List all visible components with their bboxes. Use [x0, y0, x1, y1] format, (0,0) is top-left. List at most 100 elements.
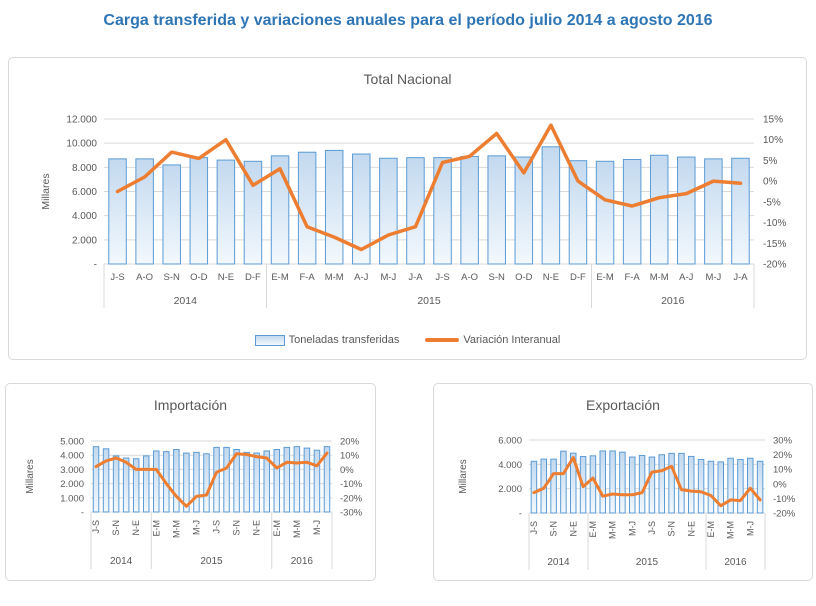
bar	[658, 454, 665, 514]
gridlines	[529, 439, 765, 514]
svg-text:20%: 20%	[340, 437, 360, 448]
svg-text:M-M: M-M	[292, 520, 302, 538]
svg-text:2016: 2016	[291, 556, 314, 567]
bar	[619, 451, 626, 514]
svg-text:M-M: M-M	[325, 272, 344, 283]
svg-text:D-F: D-F	[245, 272, 261, 283]
toneladas-bars	[92, 446, 331, 513]
svg-text:-10%: -10%	[763, 218, 786, 229]
bar	[622, 158, 642, 265]
bar	[609, 450, 616, 514]
bar	[153, 450, 160, 513]
svg-text:E-M: E-M	[596, 272, 614, 283]
svg-text:E-M: E-M	[271, 272, 289, 283]
page-title: Carga transferida y variaciones anuales …	[103, 12, 713, 29]
exportacion-panel: Exportación 6.000 4.000 2.000 - 30% 20% 10% 0% -…	[433, 383, 813, 581]
svg-text:2.000: 2.000	[60, 479, 84, 490]
svg-text:J-A: J-A	[408, 272, 423, 283]
primary-axis-ticks: 5.000 4.000 3.000 2.000 1.000 -	[60, 437, 84, 519]
year-group-labels: 2014 2015 2016	[528, 513, 766, 570]
svg-text:N-E: N-E	[686, 521, 696, 537]
chart-legend: Toneladas transferidas Variación Interan…	[9, 334, 806, 346]
bar	[704, 158, 723, 265]
total-nacional-chart: 12.00010.0008.0006.0004.0002.000-15%10%5…	[40, 115, 786, 308]
svg-text:S-N: S-N	[232, 520, 242, 536]
bar	[406, 157, 425, 265]
bar	[568, 160, 588, 265]
svg-text:J-S: J-S	[529, 521, 539, 535]
svg-text:2015: 2015	[636, 557, 659, 568]
bar	[648, 456, 656, 514]
svg-text:-20%: -20%	[763, 260, 786, 271]
svg-text:M-J: M-J	[705, 272, 721, 283]
svg-text:2014: 2014	[547, 557, 570, 568]
bar	[550, 458, 557, 514]
svg-text:E-M: E-M	[272, 520, 282, 537]
legend-item-toneladas: Toneladas transferidas	[254, 334, 400, 346]
svg-text:J-A: J-A	[733, 272, 748, 283]
bar	[433, 157, 452, 265]
secondary-axis-ticks: 30% 20% 10% 0% -10% -20%	[773, 436, 796, 520]
svg-text:N-E: N-E	[252, 520, 262, 536]
bar	[243, 160, 263, 265]
bar	[263, 450, 270, 513]
bar	[173, 449, 180, 513]
svg-text:-10%: -10%	[340, 479, 363, 490]
svg-text:5.000: 5.000	[60, 437, 84, 448]
bar	[108, 158, 127, 265]
svg-text:10%: 10%	[773, 465, 793, 476]
svg-text:12.000: 12.000	[66, 115, 97, 126]
bar	[530, 460, 538, 514]
svg-text:2016: 2016	[661, 295, 685, 307]
bar	[379, 157, 398, 265]
svg-text:10%: 10%	[763, 135, 783, 146]
bar	[649, 154, 669, 265]
svg-text:M-J: M-J	[745, 521, 755, 536]
bar	[273, 449, 281, 513]
year-group-labels: 2014 2015 2016	[103, 264, 755, 308]
y-axis-title: Millares	[25, 459, 36, 493]
primary-axis-ticks: 12.000 10.000 8.000 6.000 4.000 2.000 -	[66, 115, 97, 271]
bar	[727, 457, 734, 514]
bar	[717, 461, 724, 514]
bar	[135, 158, 154, 265]
bar	[203, 453, 210, 513]
svg-text:J-S: J-S	[647, 521, 657, 535]
bar	[183, 452, 190, 513]
bar	[216, 159, 236, 265]
y-axis-title: Millares	[40, 173, 52, 209]
bar	[541, 146, 561, 265]
bar	[697, 458, 705, 514]
svg-text:A-O: A-O	[461, 272, 478, 283]
svg-text:M-M: M-M	[650, 272, 669, 283]
svg-text:N-E: N-E	[131, 520, 141, 536]
svg-text:-15%: -15%	[763, 239, 786, 250]
svg-text:5%: 5%	[763, 156, 778, 167]
svg-text:-: -	[81, 508, 84, 519]
exportacion-chart-title: Exportación	[586, 397, 660, 413]
bar	[487, 155, 506, 265]
svg-text:0%: 0%	[340, 465, 354, 476]
bar	[668, 452, 675, 514]
line-series-swatch-icon	[425, 338, 460, 342]
bar	[629, 456, 636, 514]
primary-axis-ticks: 6.000 4.000 2.000 -	[498, 436, 522, 520]
svg-text:S-N: S-N	[111, 520, 121, 536]
bar	[243, 451, 250, 513]
bar	[189, 157, 209, 265]
bar	[112, 455, 120, 513]
bar	[747, 457, 754, 514]
svg-text:A-J: A-J	[679, 272, 694, 283]
svg-text:S-N: S-N	[549, 521, 559, 537]
svg-text:10%: 10%	[340, 451, 360, 462]
variacion-interanual-line	[532, 456, 762, 508]
svg-text:F-A: F-A	[299, 272, 315, 283]
svg-text:6.000: 6.000	[72, 187, 97, 198]
bar	[142, 455, 150, 513]
svg-text:A-J: A-J	[354, 272, 369, 283]
legend-bar-label: Toneladas transferidas	[288, 334, 400, 346]
bar	[560, 450, 567, 514]
svg-text:E-M: E-M	[706, 521, 716, 538]
svg-text:2016: 2016	[724, 557, 747, 568]
bar	[599, 450, 606, 514]
